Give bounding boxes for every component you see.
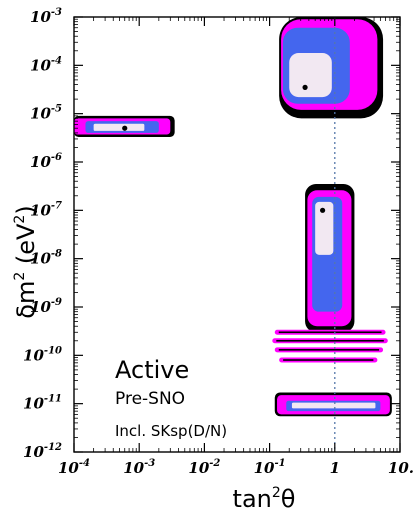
region-low bbox=[305, 184, 355, 333]
y-tick-label: 10-3 bbox=[30, 7, 62, 26]
vacuum-stripes bbox=[272, 329, 388, 363]
y-tick-label: 10-6 bbox=[30, 152, 62, 171]
x-tick-label: 10-1 bbox=[254, 458, 286, 477]
region-sma bbox=[74, 115, 175, 137]
vac-stripe-core-2 bbox=[278, 349, 380, 351]
x-axis-title: tan2θ bbox=[233, 485, 296, 513]
x-tick-label: 10-2 bbox=[188, 458, 220, 477]
y-tick-label: 10-4 bbox=[30, 55, 62, 74]
region-vac bbox=[274, 392, 392, 417]
region-sma-level-3 bbox=[93, 123, 145, 131]
plot-frame bbox=[73, 16, 401, 453]
best-fit-sma bbox=[122, 125, 128, 131]
vac-stripe-core-1 bbox=[276, 339, 384, 342]
y-tick-label: 10-8 bbox=[30, 249, 62, 268]
x-tick-label: 10-3 bbox=[123, 458, 155, 477]
annotation-active: Active bbox=[115, 356, 189, 384]
best-fit-lma bbox=[302, 84, 308, 90]
best-fit-points bbox=[122, 84, 326, 213]
y-tick-label: 10-12 bbox=[23, 442, 62, 461]
x-tick-label: 1 bbox=[330, 459, 340, 477]
x-tick-label: 10-4 bbox=[58, 458, 90, 477]
vac-stripe-core-0 bbox=[278, 331, 382, 334]
axis-ticks bbox=[73, 16, 401, 453]
region-low-level-3 bbox=[315, 201, 334, 255]
y-tick-label: 10-9 bbox=[30, 297, 62, 316]
region-vac-level-3 bbox=[291, 402, 376, 409]
y-tick-label: 10-10 bbox=[23, 345, 62, 364]
y-tick-label: 10-7 bbox=[30, 200, 62, 219]
region-lma bbox=[279, 17, 384, 119]
allowed-regions bbox=[74, 17, 392, 417]
x-tick-labels: 10-4 10-3 10-2 10-1 1 10. bbox=[58, 458, 414, 477]
y-tick-labels: 10-3 10-4 10-5 10-6 10-7 10-8 10-9 10-10 10-11 10… bbox=[23, 7, 62, 461]
annotation-pre-sno: Pre-SNO bbox=[115, 389, 185, 409]
x-tick-label: 10. bbox=[388, 459, 414, 477]
vac-stripe-core-3 bbox=[283, 359, 374, 361]
y-tick-label: 10-5 bbox=[30, 104, 62, 123]
y-tick-label: 10-11 bbox=[23, 394, 62, 413]
annotation-incl-sksp: Incl. SKsp(D/N) bbox=[115, 422, 227, 440]
region-lma-level-3 bbox=[289, 52, 332, 98]
y-axis-title: δm2 (eV2) bbox=[12, 205, 40, 318]
best-fit-low bbox=[320, 207, 326, 213]
